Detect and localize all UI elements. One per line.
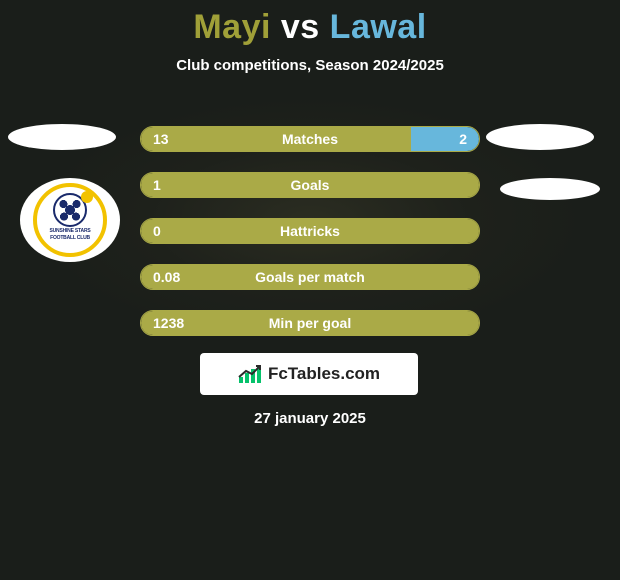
- stats-bars: 132Matches 1Goals 0Hattricks 0.08Goals per …: [140, 126, 480, 356]
- stat-label: Hattricks: [141, 223, 479, 239]
- player1-name: Mayi: [193, 8, 271, 46]
- stat-row: 0.08Goals per match: [140, 264, 480, 290]
- stat-label: Min per goal: [141, 315, 479, 331]
- club-name-line2: FOOTBALL CLUB: [50, 236, 90, 241]
- subtitle: Club competitions, Season 2024/2025: [0, 57, 620, 74]
- left-marker-1: [8, 124, 116, 150]
- right-marker-1: [486, 124, 594, 150]
- club-badge: SUNSHINE STARS FOOTBALL CLUB: [20, 178, 120, 262]
- stat-row: 132Matches: [140, 126, 480, 152]
- stat-row: 1Goals: [140, 172, 480, 198]
- branding-box: FcTables.com: [200, 353, 418, 395]
- vs-text: vs: [281, 8, 320, 46]
- fctables-logo-icon: [238, 364, 262, 384]
- date-text: 27 january 2025: [0, 410, 620, 427]
- right-marker-2: [500, 178, 600, 200]
- stat-label: Matches: [141, 131, 479, 147]
- stat-label: Goals per match: [141, 269, 479, 285]
- branding-text: FcTables.com: [268, 364, 380, 384]
- stat-row: 1238Min per goal: [140, 310, 480, 336]
- player2-name: Lawal: [330, 8, 427, 46]
- club-name-line1: SUNSHINE STARS: [49, 229, 90, 234]
- stat-row: 0Hattricks: [140, 218, 480, 244]
- stat-label: Goals: [141, 177, 479, 193]
- page-title: Mayi vs Lawal: [0, 8, 620, 47]
